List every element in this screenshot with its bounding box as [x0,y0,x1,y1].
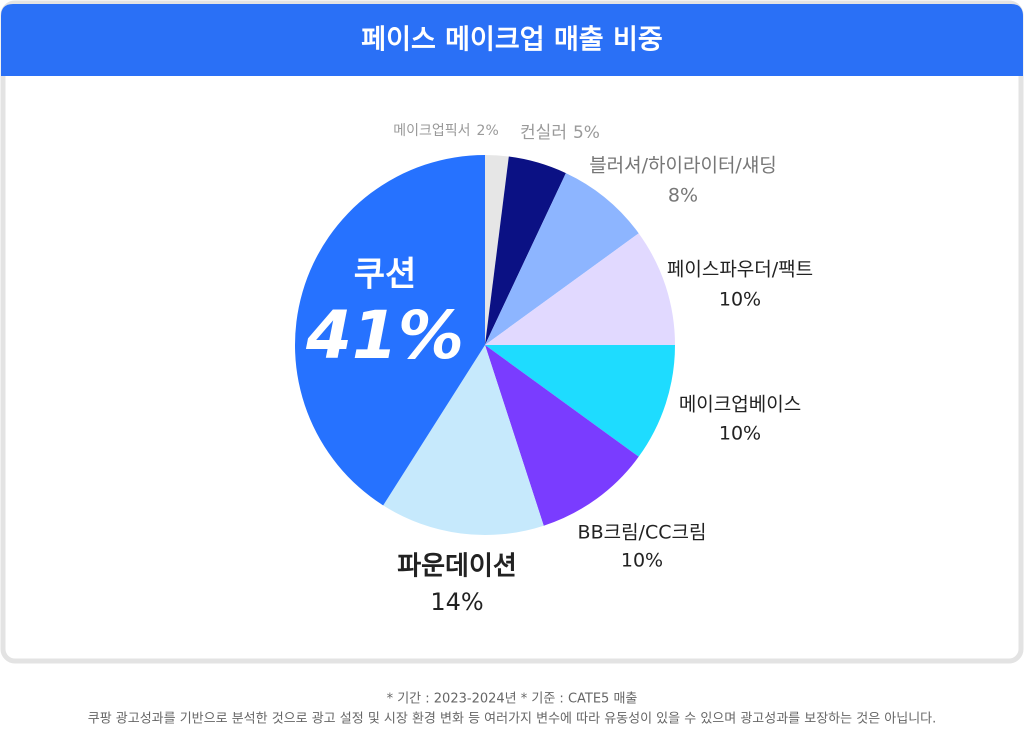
slice-name: 컨실러 [520,123,567,143]
title-bar [1,4,1023,76]
pie-slice [485,345,639,526]
slice-name: BB크림/CC크림 [578,522,707,544]
slice-name: 메이크업픽서 [393,123,470,139]
slice-name: 쿠션 [354,255,417,295]
slice-value: 10% [621,550,663,572]
slice-label: 메이크업픽서 2% [393,123,499,139]
pie-slice [485,156,566,345]
slice-name: 블러셔/하이라이터/섀딩 [589,155,777,177]
chart-title: 페이스 메이크업 매출 비중 [361,25,662,56]
slice-name: 페이스파우더/팩트 [667,259,813,281]
pie-slice [485,345,675,457]
slice-value: 2% [477,123,499,139]
pie-slice [485,155,509,345]
pie-slice [295,155,485,506]
slice-value: 14% [430,588,483,616]
pie-slice [383,345,544,536]
slice-name: 메이크업베이스 [679,394,801,416]
slice-name: 파운데이션 [397,552,517,582]
slice-value: 41% [305,297,464,374]
pie-slice [485,233,675,345]
slice-label: 컨실러 5% [520,123,600,143]
slice-value: 10% [719,289,761,311]
footnote: 쿠팡 광고성과를 기반으로 분석한 것으로 광고 설정 및 시장 환경 변화 등… [88,712,937,727]
slice-value: 10% [719,423,761,445]
slice-value: 8% [668,185,698,207]
slice-value: 5% [573,123,600,143]
footnote: * 기간 : 2023-2024년 * 기준 : CATE5 매출 [387,692,638,707]
pie-slice [485,173,639,345]
